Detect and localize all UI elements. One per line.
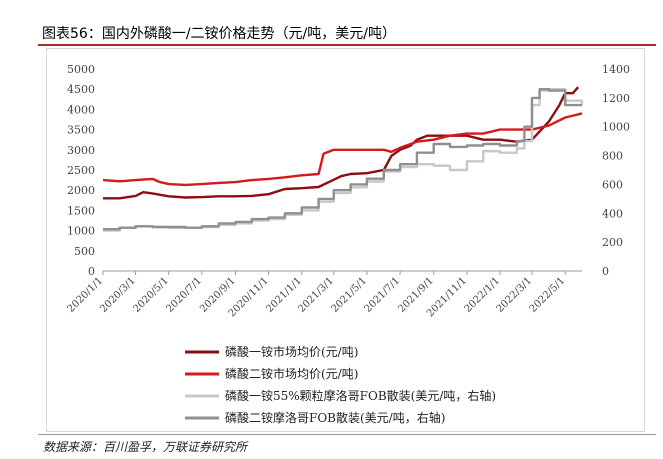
y-right-tick-label: 1400 [602, 63, 630, 76]
legend-label-4: 磷酸二铵摩洛哥FOB散装(美元/吨，右轴) [225, 410, 445, 425]
legend-label-2: 磷酸二铵市场均价(元/吨) [225, 366, 358, 381]
x-tick-label: 2020/7/1 [164, 275, 204, 315]
y-left-tick-label: 3000 [67, 144, 95, 157]
x-tick-label: 2021/7/1 [363, 275, 403, 315]
y-left-tick-label: 2000 [67, 184, 95, 197]
y-left-tick-label: 5000 [67, 63, 95, 76]
x-tick-label: 2022/5/1 [528, 275, 568, 315]
y-left-tick-label: 3500 [67, 124, 95, 137]
y-right-tick-label: 200 [602, 236, 623, 249]
series-line-1 [103, 86, 580, 200]
y-left-tick-label: 0 [88, 265, 95, 278]
legend-label-1: 磷酸一铵市场均价(元/吨) [225, 344, 358, 359]
line-chart: 0500100015002000250030003500400045005000… [66, 63, 630, 425]
y-left-tick-label: 2500 [67, 164, 95, 177]
y-right-tick-label: 600 [602, 178, 623, 191]
figure-title: 图表56：国内外磷酸一/二铵价格走势（元/吨，美元/吨） [42, 26, 396, 42]
y-left-tick-label: 1500 [67, 204, 95, 217]
y-right-tick-label: 1000 [602, 121, 630, 134]
y-left-tick-label: 500 [74, 245, 95, 258]
source-note: 数据来源：百川盈孚，万联证券研究所 [43, 440, 248, 454]
chart-series-lines [102, 86, 584, 232]
y-right-tick-label: 0 [602, 265, 609, 278]
y-left-tick-label: 1000 [67, 225, 95, 238]
y-right-tick-label: 800 [602, 150, 623, 163]
footer-divider [38, 434, 656, 435]
chart-frame: 0 500 1000 1500 2000 2500 3000 3500 4000 4500 5000… [46, 48, 645, 432]
title-bar: 图表56：国内外磷酸一/二铵价格走势（元/吨，美元/吨） [38, 20, 656, 46]
series-line-4 [103, 88, 582, 231]
chart-legend: 磷酸一铵市场均价(元/吨) 磷酸二铵市场均价(元/吨) 磷酸一铵55%颗粒摩洛哥FO… [185, 344, 496, 425]
series-line-2 [102, 112, 583, 187]
y-left-tick-label: 4000 [67, 103, 95, 116]
legend-label-3: 磷酸一铵55%颗粒摩洛哥FOB散装(美元/吨，右轴) [225, 388, 496, 403]
y-right-tick-label: 1200 [602, 92, 630, 105]
y-right-tick-label: 400 [602, 207, 623, 220]
y-left-tick-label: 4500 [67, 83, 95, 96]
series-line-3 [103, 88, 584, 232]
